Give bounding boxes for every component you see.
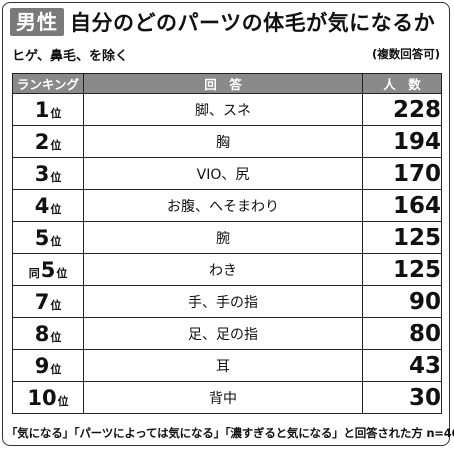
answer-cell: 脚、スネ [83,93,363,126]
rank-cell: 3位 [12,157,84,190]
answer-cell: 足、足の指 [83,317,363,350]
rank-cell: 4位 [12,189,84,222]
count-cell: 43 [362,349,442,382]
rank-number: 7 [34,289,50,314]
count-cell: 228 [362,93,442,126]
column-header-answer: 回 答 [83,73,363,94]
table-row: 2位胸 194 [12,125,442,158]
table-row: 3位 VIO、尻 170 [12,157,442,190]
table-row: 1位 脚、スネ 228 [12,93,442,126]
column-header-count: 人 数 [362,73,442,94]
rank-cell: 9位 [12,349,84,382]
table-row: 8位 足、足の指 80 [12,317,442,350]
rank-suffix: 位 [50,330,62,344]
table-header-row: ランキング 回 答 人 数 [12,73,442,94]
count-cell: 164 [362,189,442,222]
rank-cell: 5位 [12,221,84,254]
rank-number: 8 [34,321,50,346]
rank-cell: 2位 [12,125,84,158]
footnote: 「気になる」「パーツによっては気になる」「濃すぎると気になる」と回答された方 n… [6,426,454,440]
rank-number: 5 [40,257,56,282]
rank-suffix: 位 [50,234,62,248]
rank-number: 2 [34,129,50,154]
table-row: 10位 背中 30 [12,381,442,414]
rank-tie-label: 同 [28,266,40,280]
table-row: 5位腕 125 [12,221,442,254]
count-cell: 125 [362,221,442,254]
rank-cell: 8位 [12,317,84,350]
rank-cell: 7位 [12,285,84,318]
rank-suffix: 位 [50,362,62,376]
answer-cell: VIO、尻 [83,157,363,190]
title-row: 男性 自分のどのパーツの体毛が気になるか [10,8,435,36]
rank-suffix: 位 [50,170,62,184]
rank-suffix: 位 [50,298,62,312]
answer-cell: 腕 [83,221,363,254]
multi-answer-note: (複数回答可) [371,47,440,61]
answer-cell: わき [83,253,363,286]
column-header-rank: ランキング [12,73,84,94]
page-title: 自分のどのパーツの体毛が気になるか [70,11,436,35]
answer-cell: 耳 [83,349,363,382]
count-cell: 90 [362,285,442,318]
rank-number: 5 [34,225,50,250]
answer-cell: 背中 [83,381,363,414]
table-row: 同5位 わき 125 [12,253,442,286]
rank-cell: 10位 [12,381,84,414]
rank-number: 9 [34,353,50,378]
gender-badge: 男性 [10,8,64,36]
rank-suffix: 位 [56,266,68,280]
count-cell: 194 [362,125,442,158]
answer-cell: 胸 [83,125,363,158]
rank-suffix: 位 [50,106,62,120]
rank-suffix: 位 [57,394,69,408]
table-row: 4位 お腹、へそまわり 164 [12,189,442,222]
count-cell: 80 [362,317,442,350]
rank-number: 10 [27,385,57,410]
rank-number: 3 [34,161,50,186]
subtitle-row: ヒゲ、鼻毛、を除く (複数回答可) [12,44,440,64]
ranking-table: ランキング 回 答 人 数 1位 脚、スネ 228 2位胸 194 3位 VIO、尻 170 4… [12,73,442,414]
subtitle: ヒゲ、鼻毛、を除く [12,48,128,64]
table-row: 9位耳 43 [12,349,442,382]
count-cell: 30 [362,381,442,414]
rank-number: 1 [34,97,50,122]
rank-cell: 同5位 [12,253,84,286]
answer-cell: お腹、へそまわり [83,189,363,222]
rank-suffix: 位 [50,202,62,216]
count-cell: 170 [362,157,442,190]
rank-suffix: 位 [50,138,62,152]
rank-cell: 1位 [12,93,84,126]
rank-number: 4 [34,193,50,218]
table-row: 7位 手、手の指 90 [12,285,442,318]
answer-cell: 手、手の指 [83,285,363,318]
count-cell: 125 [362,253,442,286]
